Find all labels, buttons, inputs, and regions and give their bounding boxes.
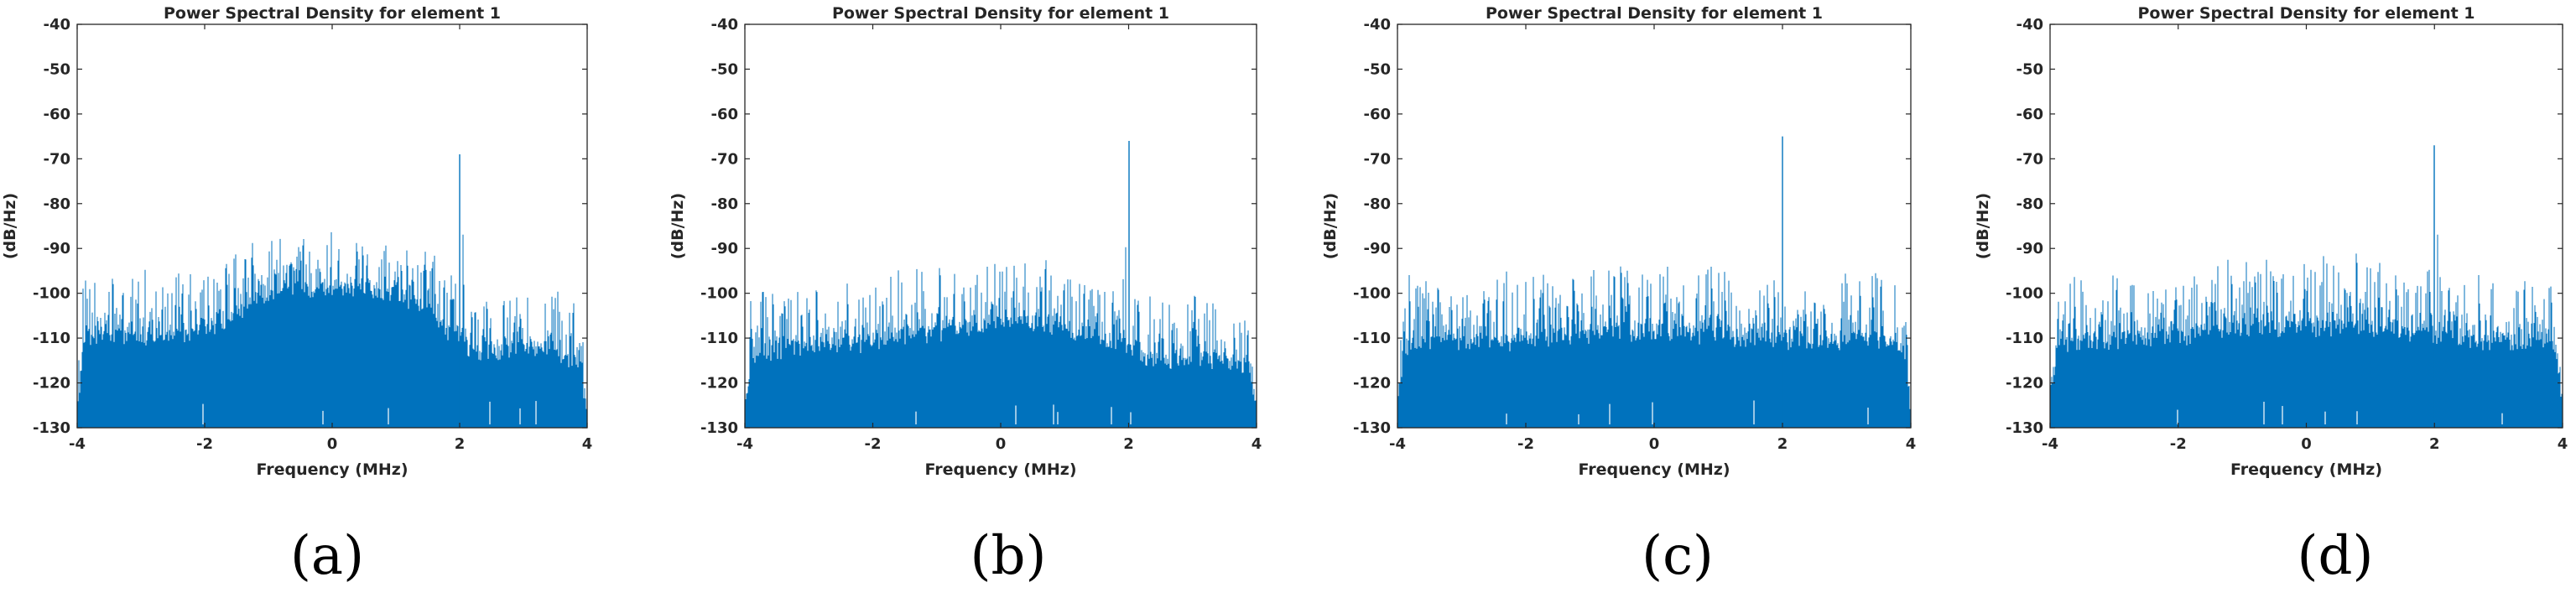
y-tick-label: -60 (43, 106, 70, 123)
x-tick-label: 4 (1906, 435, 1917, 453)
x-tick-label: 2 (2429, 435, 2440, 453)
y-tick-label: -110 (2006, 330, 2043, 347)
y-tick-label: -120 (33, 375, 70, 393)
chart-title: Power Spectral Density for element 1 (1486, 4, 1823, 23)
y-tick-label: -110 (700, 330, 738, 347)
x-tick-label: 2 (1123, 435, 1134, 453)
panel-caption: (d) (2298, 525, 2374, 587)
x-tick-label: 4 (582, 435, 593, 453)
chart-title: Power Spectral Density for element 1 (164, 4, 501, 23)
y-tick-label: -130 (33, 419, 70, 437)
x-axis-label: Frequency (MHz) (924, 460, 1076, 479)
y-tick-label: -80 (1363, 195, 1391, 213)
y-tick-label: -130 (1353, 419, 1391, 437)
y-tick-label: -90 (2016, 240, 2043, 257)
y-tick-label: -90 (43, 240, 70, 257)
x-tick-label: 4 (1252, 435, 1262, 453)
x-axis-label: Frequency (MHz) (2230, 460, 2382, 479)
y-tick-label: -60 (710, 106, 738, 123)
y-tick-label: -40 (43, 16, 70, 34)
panel-caption: (b) (971, 525, 1047, 587)
y-tick-label: -40 (710, 16, 738, 34)
chart-title: Power Spectral Density for element 1 (832, 4, 1169, 23)
y-tick-label: -110 (33, 330, 70, 347)
x-tick-label: -4 (1389, 435, 1406, 453)
y-tick-label: -110 (1353, 330, 1391, 347)
x-tick-label: 4 (2558, 435, 2568, 453)
y-tick-label: -50 (2016, 60, 2043, 78)
y-tick-label: -70 (710, 150, 738, 168)
psd-panel-c: -40 -50 -60 -70 -80 -90 -100 -110 -120 -130-4 -2 0 2… (1321, 4, 1916, 587)
x-tick-label: 2 (1777, 435, 1788, 453)
y-tick-label: -130 (2006, 419, 2043, 437)
y-axis-label: (dB/Hz) (1321, 193, 1340, 259)
psd-panel-b: -40 -50 -60 -70 -80 -90 -100 -110 -120 -130-4 -2 0 2… (669, 4, 1262, 587)
y-tick-label: -50 (1363, 60, 1391, 78)
y-tick-label: -130 (700, 419, 738, 437)
x-tick-label: 2 (455, 435, 466, 453)
y-tick-label: -100 (2006, 285, 2043, 303)
panel-caption: (c) (1642, 525, 1714, 587)
y-tick-label: -40 (1363, 16, 1391, 34)
x-tick-label: -4 (736, 435, 753, 453)
x-axis-label: Frequency (MHz) (1578, 460, 1730, 479)
y-tick-label: -40 (2016, 16, 2043, 34)
psd-trace (1397, 266, 1911, 428)
y-tick-label: -50 (43, 60, 70, 78)
x-tick-label: -2 (196, 435, 213, 453)
y-tick-label: -120 (700, 375, 738, 393)
y-tick-label: -70 (1363, 150, 1391, 168)
x-tick-label: 0 (996, 435, 1007, 453)
y-tick-label: -70 (2016, 150, 2043, 168)
y-tick-label: -80 (710, 195, 738, 213)
x-tick-label: 0 (2301, 435, 2312, 453)
y-tick-label: -50 (710, 60, 738, 78)
x-tick-label: 0 (1649, 435, 1660, 453)
y-tick-label: -60 (1363, 106, 1391, 123)
psd-trace (2050, 234, 2563, 428)
psd-trace (77, 231, 587, 428)
y-tick-label: -120 (2006, 375, 2043, 393)
x-tick-label: -4 (69, 435, 86, 453)
x-tick-label: -2 (2170, 435, 2187, 453)
y-tick-label: -120 (1353, 375, 1391, 393)
y-tick-label: -60 (2016, 106, 2043, 123)
psd-panel-a: -40 -50 -60 -70 -80 -90 -100 -110 -120 -130-4 -2 0 2… (1, 4, 592, 587)
y-axis-label: (dB/Hz) (1, 193, 19, 259)
y-axis-label: (dB/Hz) (1974, 193, 1992, 259)
psd-panel-d: -40 -50 -60 -70 -80 -90 -100 -110 -120 -130-4 -2 0 2… (1974, 4, 2568, 587)
panel-caption: (a) (290, 525, 364, 587)
y-tick-label: -90 (710, 240, 738, 257)
x-tick-label: -2 (865, 435, 882, 453)
x-tick-label: -4 (2042, 435, 2058, 453)
y-tick-label: -80 (2016, 195, 2043, 213)
y-tick-label: -90 (1363, 240, 1391, 257)
x-axis-label: Frequency (MHz) (256, 460, 408, 479)
x-tick-label: -2 (1517, 435, 1534, 453)
y-axis-label: (dB/Hz) (669, 193, 687, 259)
chart-title: Power Spectral Density for element 1 (2137, 4, 2475, 23)
y-tick-label: -100 (1353, 285, 1391, 303)
y-tick-label: -80 (43, 195, 70, 213)
y-tick-label: -100 (700, 285, 738, 303)
x-tick-label: 0 (327, 435, 338, 453)
y-tick-label: -70 (43, 150, 70, 168)
y-tick-label: -100 (33, 285, 70, 303)
psd-trace (745, 247, 1257, 428)
